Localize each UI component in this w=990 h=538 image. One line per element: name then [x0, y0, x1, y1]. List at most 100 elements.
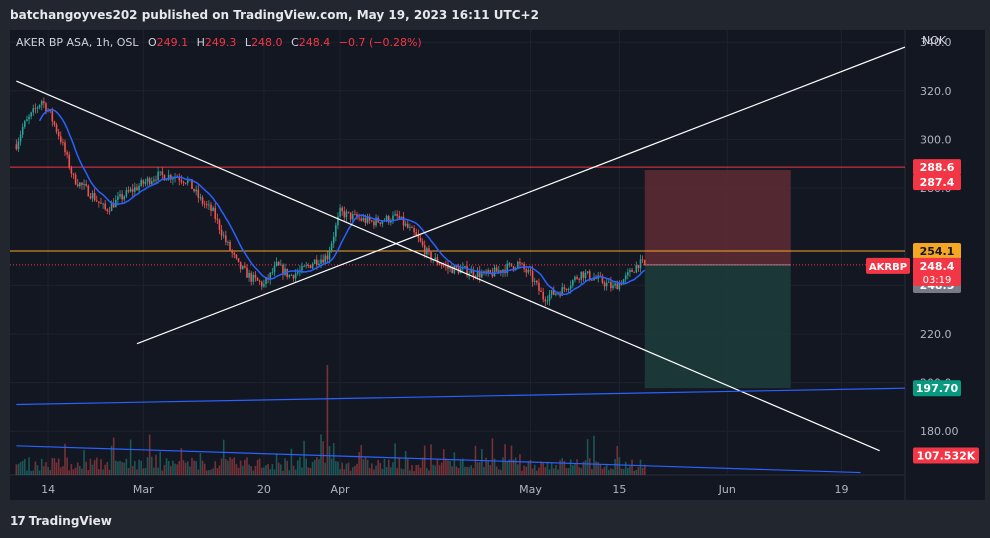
candle-body-165: [364, 217, 367, 223]
candle-body-126: [282, 264, 284, 275]
symbol-tag: AKRBP: [869, 262, 907, 273]
volume-bar-94: [214, 461, 217, 475]
volume-bar-254: [552, 468, 555, 475]
volume-bar-262: [569, 459, 572, 475]
short-position-tool[interactable]: [644, 170, 791, 389]
volume-bar-236: [514, 457, 517, 475]
candle-body-67: [157, 171, 159, 181]
candle-body-228: [497, 270, 500, 272]
volume-bar-148: [328, 446, 331, 475]
candle-body-170: [375, 217, 377, 226]
volume-bar-135: [301, 467, 303, 475]
tradingview-footer[interactable]: 17 TradingView: [10, 512, 112, 530]
volume-bar-214: [468, 467, 470, 475]
volume-bar-185: [406, 458, 409, 475]
candle-body-220: [481, 273, 483, 278]
candle-body-238: [519, 261, 521, 264]
candle-body-54: [129, 189, 132, 192]
candle-body-189: [415, 232, 418, 235]
volume-bar-186: [409, 470, 411, 475]
candle-body-123: [275, 261, 278, 266]
time-tick-0: 14: [41, 483, 55, 496]
volume-bar-52: [125, 458, 128, 475]
candle-body-164: [362, 217, 365, 221]
volume-bar-284: [616, 446, 619, 475]
candle-body-260: [565, 288, 568, 290]
volume-bar-117: [263, 467, 265, 475]
volume-bar-153: [339, 469, 341, 475]
candle-body-57: [136, 187, 138, 191]
candle-body-44: [108, 211, 111, 212]
volume-bar-276: [599, 464, 602, 475]
candle-body-282: [612, 285, 614, 289]
candle-body-187: [411, 227, 413, 228]
volume-bar-103: [233, 457, 236, 475]
candle-body-42: [104, 203, 107, 210]
price-tick-5: 220.0: [920, 328, 952, 341]
candle-body-85: [195, 189, 197, 192]
volume-bar-176: [387, 459, 390, 475]
candle-body-270: [586, 271, 589, 274]
volume-bar-20: [57, 458, 60, 475]
candle-body-186: [409, 227, 411, 228]
volume-bar-59: [140, 460, 142, 475]
volume-bar-55: [131, 465, 134, 475]
volume-bar-146: [324, 462, 327, 475]
volume-bar-161: [356, 463, 358, 475]
volume-bar-249: [542, 462, 544, 475]
candle-body-181: [398, 216, 401, 219]
volume-bar-126: [282, 470, 284, 475]
volume-bar-168: [371, 463, 373, 475]
candle-body-58: [138, 185, 140, 191]
candle-body-142: [315, 259, 318, 266]
candle-body-66: [155, 179, 157, 181]
volume-bar-165: [364, 457, 367, 475]
candle-body-95: [216, 218, 219, 220]
candle-body-155: [343, 211, 346, 218]
candle-body-208: [455, 265, 458, 268]
candle-body-202: [442, 265, 445, 267]
candle-body-79: [182, 181, 185, 183]
volume-bar-213: [466, 466, 468, 475]
volume-bar-208: [455, 466, 458, 475]
volume-bar-77: [178, 460, 181, 475]
candle-body-162: [358, 217, 360, 219]
candle-body-263: [572, 280, 574, 286]
volume-bar-232: [506, 461, 509, 475]
volume-bar-78: [180, 448, 183, 475]
volume-bar-71: [165, 458, 168, 475]
volume-bar-27: [72, 469, 75, 475]
volume-bar-131: [292, 465, 295, 475]
candle-body-63: [148, 178, 151, 185]
trend-lines[interactable]: [16, 46, 906, 474]
volume-bar-170: [375, 465, 377, 475]
candle-body-114: [256, 277, 259, 281]
volume-bar-243: [529, 460, 532, 475]
volume-bar-72: [167, 461, 170, 475]
candle-body-151: [335, 225, 337, 237]
volume-bar-157: [347, 462, 350, 475]
volume-bar-274: [595, 461, 597, 475]
candle-body-250: [544, 299, 547, 302]
volume-bar-15: [47, 466, 49, 475]
volume-bar-204: [447, 460, 449, 475]
candle-body-31: [81, 182, 83, 185]
volume-bar-265: [576, 459, 578, 475]
horizontal-lines[interactable]: [10, 166, 905, 266]
candle-body-113: [254, 274, 257, 278]
volume-bar-61: [144, 467, 147, 475]
candle-body-86: [197, 189, 200, 198]
volume-bar-164: [362, 459, 365, 475]
candle-body-206: [451, 267, 454, 274]
time-tick-5: 15: [612, 483, 626, 496]
candle-body-141: [313, 259, 316, 265]
volume-bar-191: [419, 467, 422, 475]
volume-bar-17: [51, 458, 54, 475]
volume-bar-179: [394, 443, 396, 475]
candle-body-255: [555, 293, 557, 295]
candle-body-23: [64, 142, 66, 153]
volume-bar-248: [540, 461, 542, 475]
time-tick-4: May: [519, 483, 542, 496]
volume-bar-200: [438, 465, 441, 475]
